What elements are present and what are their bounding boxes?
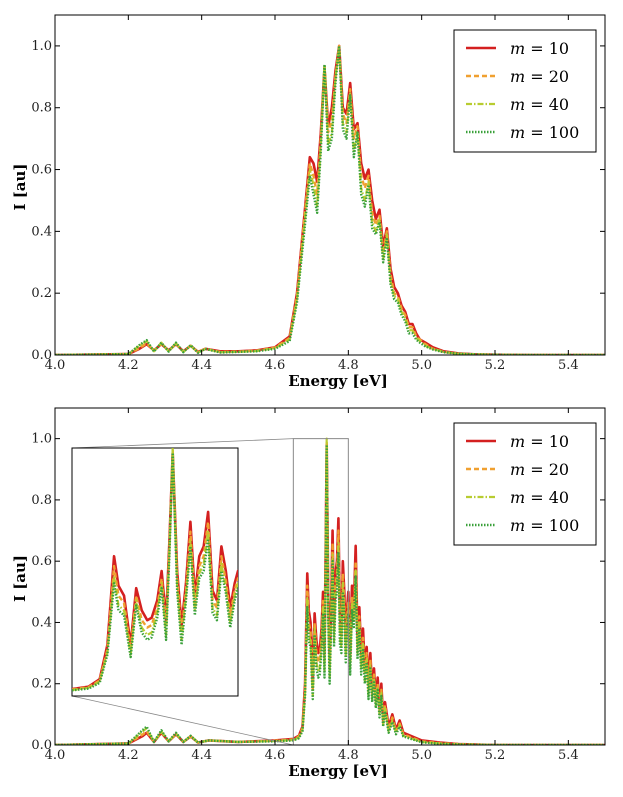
series-line-m40	[55, 44, 605, 355]
y-tick-label: 0.6	[31, 163, 52, 178]
x-tick-label: 4.8	[338, 748, 359, 763]
zoom-connector-bottom	[71, 695, 294, 746]
legend-label-m100: m = 100	[510, 516, 579, 535]
y-axis-label: I [au]	[11, 163, 29, 210]
panel-top: 4.0 4.2 4.4 4.6 4.8 5.0 5.2 5.4 0.0 0.2 0.4 0.6 0.8 1…	[11, 14, 606, 390]
x-tick-label: 4.2	[118, 358, 139, 373]
legend-label-m20: m = 20	[510, 460, 569, 479]
legend-var: m	[510, 67, 525, 86]
panel-bottom: 4.0 4.2 4.4 4.6 4.8 5.0 5.2 5.4 0.0 0.2 0.4 0.6 0.8 1…	[11, 407, 606, 780]
legend-var: m	[510, 432, 525, 451]
x-tick-label: 4.8	[338, 358, 359, 373]
y-tick-label: 0.6	[31, 554, 52, 569]
y-tick-label: 0.4	[31, 615, 52, 630]
x-tick-label: 4.4	[191, 748, 212, 763]
legend-box	[453, 29, 597, 153]
legend-var: m	[510, 39, 525, 58]
plot-frame	[54, 14, 606, 356]
x-axis-label: Energy [eV]	[288, 372, 388, 390]
series-line-m100	[55, 443, 605, 745]
y-tick-label: 1.0	[31, 432, 52, 447]
y-axis-label: I [au]	[11, 555, 29, 602]
plot-frame	[54, 407, 606, 746]
y-tick-label: 0.8	[31, 493, 52, 508]
legend-label-m100: m = 100	[510, 123, 579, 142]
inset-frame	[71, 447, 239, 697]
legend-label-m20: m = 20	[510, 67, 569, 86]
x-axis-label: Energy [eV]	[288, 762, 388, 780]
legend-value: = 20	[525, 460, 569, 479]
x-tick-label: 5.4	[558, 358, 579, 373]
x-tick-label: 4.6	[265, 358, 286, 373]
x-tick-label: 5.2	[485, 358, 506, 373]
legend-label-m10: m = 10	[510, 39, 569, 58]
legend-label-m40: m = 40	[510, 488, 569, 507]
legend-var: m	[510, 460, 525, 479]
series-line-m100	[55, 44, 605, 355]
x-tick-label: 5.0	[411, 358, 432, 373]
legend-value: = 100	[525, 123, 579, 142]
x-tick-label: 4.0	[45, 358, 66, 373]
legend-value: = 20	[525, 67, 569, 86]
x-tick-label: 5.4	[558, 748, 579, 763]
y-tick-label: 0.4	[31, 224, 52, 239]
x-tick-label: 4.0	[45, 748, 66, 763]
y-tick-label: 0.2	[31, 677, 52, 692]
legend-var: m	[510, 516, 525, 535]
x-tick-label: 5.2	[485, 748, 506, 763]
legend-value: = 40	[525, 95, 569, 114]
legend-value: = 100	[525, 516, 579, 535]
legend: m = 10m = 20m = 40m = 100	[453, 29, 597, 153]
y-tick-label: 0.0	[31, 738, 52, 753]
legend-box	[453, 422, 597, 546]
legend-value: = 40	[525, 488, 569, 507]
legend-var: m	[510, 488, 525, 507]
x-tick-label: 4.2	[118, 748, 139, 763]
y-tick-label: 1.0	[31, 39, 52, 54]
y-tick-label: 0.2	[31, 286, 52, 301]
legend-var: m	[510, 95, 525, 114]
x-tick-label: 4.4	[191, 358, 212, 373]
legend-var: m	[510, 123, 525, 142]
legend: m = 10m = 20m = 40m = 100	[453, 422, 597, 546]
x-tick-label: 4.6	[265, 748, 286, 763]
legend-label-m40: m = 40	[510, 95, 569, 114]
y-tick-label: 0.0	[31, 348, 52, 363]
x-tick-label: 5.0	[411, 748, 432, 763]
y-tick-label: 0.8	[31, 101, 52, 116]
legend-value: = 10	[525, 432, 569, 451]
zoom-connector-top	[71, 438, 294, 449]
legend-label-m10: m = 10	[510, 432, 569, 451]
legend-value: = 10	[525, 39, 569, 58]
